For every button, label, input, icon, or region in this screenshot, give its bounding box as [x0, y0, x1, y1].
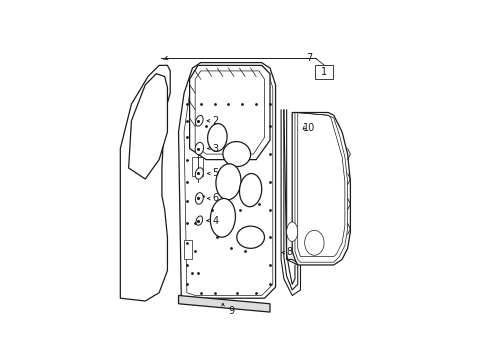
Text: 10: 10 — [303, 123, 315, 133]
Text: 1: 1 — [320, 67, 326, 77]
FancyBboxPatch shape — [314, 64, 332, 79]
Text: 2: 2 — [212, 116, 219, 126]
Ellipse shape — [239, 174, 261, 207]
Polygon shape — [128, 74, 167, 179]
Ellipse shape — [195, 193, 203, 204]
Ellipse shape — [286, 222, 297, 242]
Text: 7: 7 — [305, 53, 312, 63]
Ellipse shape — [216, 164, 241, 200]
Text: 6: 6 — [212, 193, 218, 203]
Bar — [192, 157, 203, 176]
Ellipse shape — [210, 198, 235, 237]
Text: 9: 9 — [228, 306, 234, 316]
Text: 3: 3 — [212, 144, 218, 153]
Text: 4: 4 — [212, 216, 218, 226]
Ellipse shape — [304, 230, 324, 255]
Ellipse shape — [196, 216, 202, 225]
Ellipse shape — [195, 142, 203, 155]
Polygon shape — [292, 112, 350, 265]
Ellipse shape — [223, 141, 250, 167]
Polygon shape — [120, 66, 170, 301]
Ellipse shape — [195, 168, 203, 179]
Polygon shape — [189, 66, 269, 159]
Text: 8: 8 — [286, 247, 292, 257]
Ellipse shape — [236, 226, 264, 248]
Ellipse shape — [195, 116, 203, 126]
Text: 5: 5 — [212, 168, 219, 179]
Ellipse shape — [207, 123, 226, 151]
Polygon shape — [178, 63, 275, 298]
Polygon shape — [178, 296, 269, 312]
Bar — [183, 240, 192, 260]
